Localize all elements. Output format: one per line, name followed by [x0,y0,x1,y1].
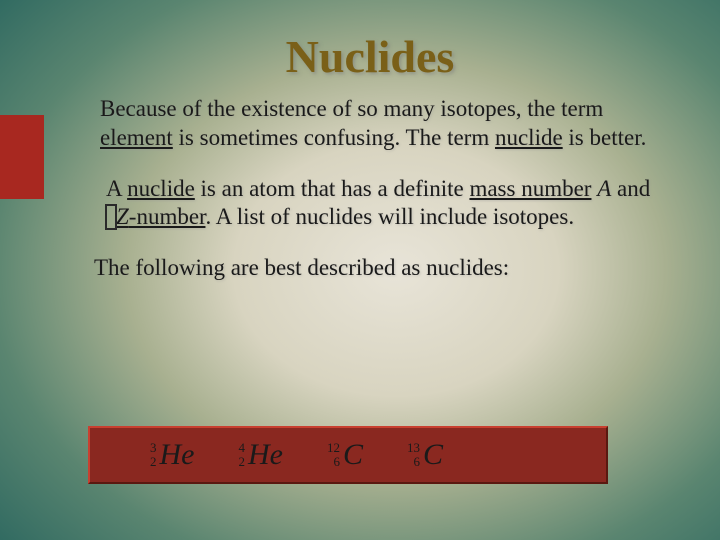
nuclide-he3: 3 2 He [150,438,194,472]
nuclide-c12: 12 6 C [327,438,363,472]
atomic-number: 2 [150,455,157,469]
slide-content: Nuclides Because of the existence of so … [100,30,660,305]
paragraph-3: The following are best described as nucl… [94,254,660,283]
p2-italic-z: Z [116,204,129,229]
nuclide-formula-strip: 3 2 He 4 2 He 12 6 C 13 6 C [88,426,608,484]
p2-text-d: and [611,176,650,201]
p1-underline-element: element [100,125,173,150]
mass-number: 4 [238,441,245,455]
nuclide-c13: 13 6 C [407,438,443,472]
p2-text-a: A [106,176,127,201]
p2-underline-number: -number [129,204,206,229]
paragraph-2: A nuclide is an atom that has a definite… [106,175,660,233]
mass-number: 3 [150,441,157,455]
atomic-number: 2 [238,455,245,469]
nuclide-he4: 4 2 He [238,438,282,472]
p2-text-e: . A list of nuclides will include isotop… [205,204,574,229]
p1-underline-nuclide: nuclide [495,125,563,150]
element-symbol: C [423,438,443,472]
atomic-number: 6 [327,455,340,469]
p1-text-a: Because of the existence of so many isot… [100,96,603,121]
element-symbol: C [343,438,363,472]
text-cursor [105,204,117,230]
p2-text-b: is an atom that has a definite [195,176,470,201]
p1-text-b: is sometimes confusing. The term [173,125,495,150]
slide-title: Nuclides [90,30,650,83]
p1-text-c: is better. [563,125,647,150]
p2-italic-a: A [597,176,611,201]
element-symbol: He [160,438,195,472]
atomic-number: 6 [407,455,420,469]
p2-underline-massnum: mass number [469,176,591,201]
element-symbol: He [248,438,283,472]
p2-underline-nuclide: nuclide [127,176,195,201]
accent-bar [0,115,44,199]
mass-number: 12 [327,441,340,455]
paragraph-1: Because of the existence of so many isot… [100,95,660,153]
mass-number: 13 [407,441,420,455]
